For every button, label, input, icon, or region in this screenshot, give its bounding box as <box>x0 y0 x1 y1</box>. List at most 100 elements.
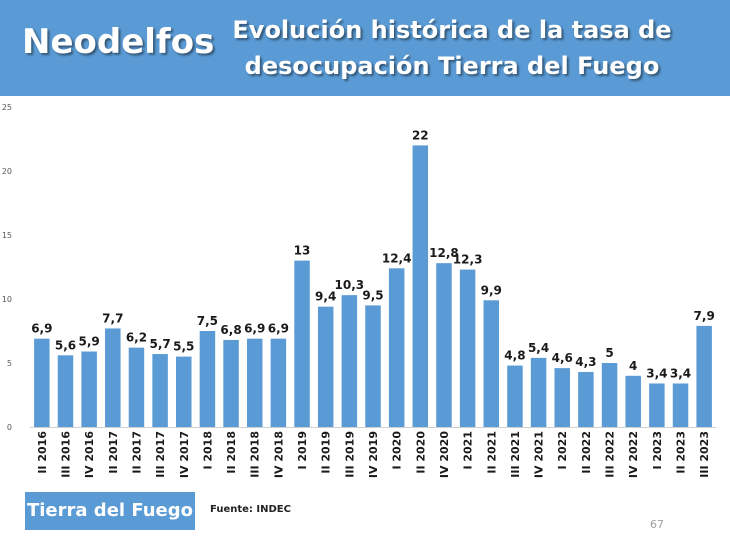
page-number: 67 <box>650 518 664 531</box>
x-tick-label: IV 2016 <box>83 431 96 478</box>
data-label: 3,4 <box>646 366 667 380</box>
data-label: 5 <box>605 346 613 360</box>
data-label: 5,4 <box>528 341 549 355</box>
bar <box>199 331 216 427</box>
x-tick-label: IV 2021 <box>533 431 546 478</box>
bar <box>57 355 74 427</box>
x-tick-label: I 2020 <box>391 431 404 470</box>
bar <box>483 300 500 427</box>
data-label: 9,4 <box>315 290 336 304</box>
x-tick-label: III 2018 <box>249 431 262 478</box>
y-tick-label: 10 <box>2 295 12 304</box>
x-tick-label: II 2019 <box>320 431 333 474</box>
bar <box>223 339 239 427</box>
x-tick-label: I 2022 <box>556 431 569 470</box>
data-label: 5,6 <box>55 338 76 352</box>
data-label: 7,9 <box>694 309 715 323</box>
data-label: 13 <box>294 244 311 258</box>
data-label: 12,3 <box>453 253 483 267</box>
bar-chart: 0 5 10 15 20 25 6,9 II 2016 5,6 III 2016 5,9 IV 201… <box>2 103 716 478</box>
chart-title-line-2: desocupación Tierra del Fuego <box>244 52 660 80</box>
data-label: 4,3 <box>575 355 596 369</box>
bar <box>625 375 641 427</box>
x-tick-label: II 2017 <box>130 431 143 474</box>
data-label: 6,2 <box>126 331 147 345</box>
y-tick-label: 25 <box>2 103 12 112</box>
x-tick-label: III 2023 <box>698 431 711 478</box>
data-label: 6,9 <box>268 322 289 336</box>
bar <box>412 145 429 427</box>
bar <box>672 383 689 427</box>
bar <box>601 363 618 427</box>
data-label: 7,5 <box>197 314 218 328</box>
x-tick-label: IV 2017 <box>178 431 191 478</box>
data-label: 12,4 <box>382 251 412 265</box>
bar <box>365 305 381 427</box>
data-label: 10,3 <box>335 278 365 292</box>
x-tick-label: I 2023 <box>651 431 664 470</box>
bar <box>128 347 145 427</box>
x-tick-label: I 2019 <box>296 431 309 470</box>
bar <box>530 357 547 427</box>
x-tick-label: III 2019 <box>343 431 356 478</box>
x-tick-label: III 2016 <box>59 431 72 478</box>
data-label: 6,9 <box>244 322 265 336</box>
x-tick-label: II 2022 <box>580 431 593 474</box>
data-label: 7,7 <box>102 311 123 325</box>
chart-title-line-1: Evolución histórica de la tasa de <box>232 16 672 44</box>
data-label: 5,7 <box>149 337 170 351</box>
data-label: 9,9 <box>481 283 502 297</box>
header-banner: Neodelfos Evolución histórica de la tasa… <box>0 0 730 96</box>
y-tick-label: 20 <box>2 167 12 176</box>
bar <box>270 338 287 427</box>
x-tick-label: I 2018 <box>201 431 214 470</box>
x-tick-label: II 2021 <box>485 431 498 474</box>
data-label: 5,9 <box>79 334 100 348</box>
x-tick-label: I 2021 <box>462 431 475 470</box>
data-label: 3,4 <box>670 366 691 380</box>
source-note: Fuente: INDEC <box>210 504 291 515</box>
chart-title: Evolución histórica de la tasa de desocu… <box>232 12 672 84</box>
bar <box>554 368 570 427</box>
bar <box>246 338 263 427</box>
data-label: 12,8 <box>429 246 459 260</box>
x-tick-label: II 2020 <box>414 431 427 474</box>
x-tick-label: III 2022 <box>604 431 617 478</box>
region-label: Tierra del Fuego <box>25 492 195 530</box>
bar <box>152 354 168 427</box>
bar <box>34 338 50 427</box>
bar <box>388 268 405 427</box>
bar <box>507 365 523 427</box>
bar <box>649 383 665 427</box>
bar <box>317 306 334 427</box>
x-tick-label: IV 2020 <box>438 431 451 478</box>
x-tick-label: III 2017 <box>154 431 167 478</box>
bar <box>176 356 192 427</box>
x-tick-label: II 2017 <box>107 431 120 474</box>
data-label: 4,8 <box>504 349 525 363</box>
x-tick-label: II 2023 <box>675 431 688 474</box>
y-tick-label: 0 <box>7 423 12 432</box>
brand-title: Neodelfos <box>22 22 215 62</box>
data-label: 9,5 <box>362 288 383 302</box>
data-label: 6,9 <box>31 322 52 336</box>
x-tick-label: II 2016 <box>36 431 49 474</box>
x-tick-label: III 2021 <box>509 431 522 478</box>
data-label: 5,5 <box>173 340 194 354</box>
data-label: 22 <box>412 128 429 142</box>
y-tick-label: 15 <box>2 231 12 240</box>
data-label: 4,6 <box>552 351 573 365</box>
bar <box>696 325 712 427</box>
bar <box>105 328 121 427</box>
x-tick-label: IV 2018 <box>272 431 285 478</box>
bar <box>81 351 97 427</box>
data-label: 4 <box>629 359 637 373</box>
x-tick-label: IV 2022 <box>627 431 640 478</box>
y-tick-label: 5 <box>7 359 12 368</box>
x-tick-label: II 2018 <box>225 431 238 474</box>
bar <box>294 260 310 427</box>
bar <box>341 295 358 427</box>
bar <box>436 263 452 427</box>
x-tick-label: IV 2019 <box>367 431 380 478</box>
bar <box>578 371 594 427</box>
